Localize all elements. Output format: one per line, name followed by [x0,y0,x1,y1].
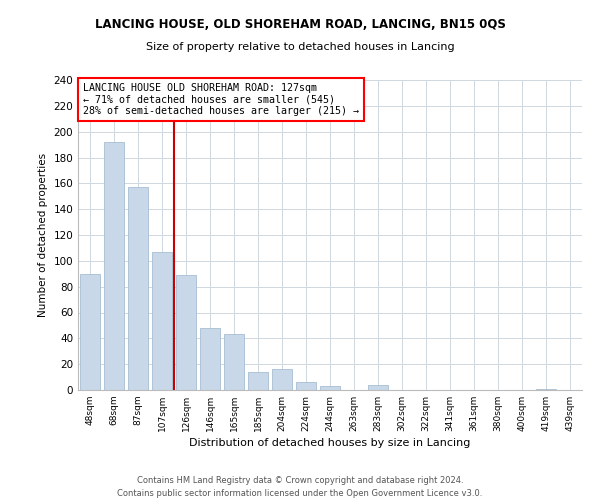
Bar [320,386,340,390]
Bar [200,328,220,390]
Bar [104,142,124,390]
Bar [536,388,556,390]
Bar [128,187,148,390]
Bar [272,370,292,390]
Bar [368,385,388,390]
Bar [176,275,196,390]
Text: LANCING HOUSE OLD SHOREHAM ROAD: 127sqm
← 71% of detached houses are smaller (54: LANCING HOUSE OLD SHOREHAM ROAD: 127sqm … [83,83,359,116]
X-axis label: Distribution of detached houses by size in Lancing: Distribution of detached houses by size … [190,438,470,448]
Text: Contains HM Land Registry data © Crown copyright and database right 2024.: Contains HM Land Registry data © Crown c… [137,476,463,485]
Text: Size of property relative to detached houses in Lancing: Size of property relative to detached ho… [146,42,454,52]
Text: LANCING HOUSE, OLD SHOREHAM ROAD, LANCING, BN15 0QS: LANCING HOUSE, OLD SHOREHAM ROAD, LANCIN… [95,18,505,30]
Bar [248,372,268,390]
Bar [296,382,316,390]
Y-axis label: Number of detached properties: Number of detached properties [38,153,48,317]
Bar [80,274,100,390]
Bar [152,252,172,390]
Text: Contains public sector information licensed under the Open Government Licence v3: Contains public sector information licen… [118,489,482,498]
Bar [224,334,244,390]
